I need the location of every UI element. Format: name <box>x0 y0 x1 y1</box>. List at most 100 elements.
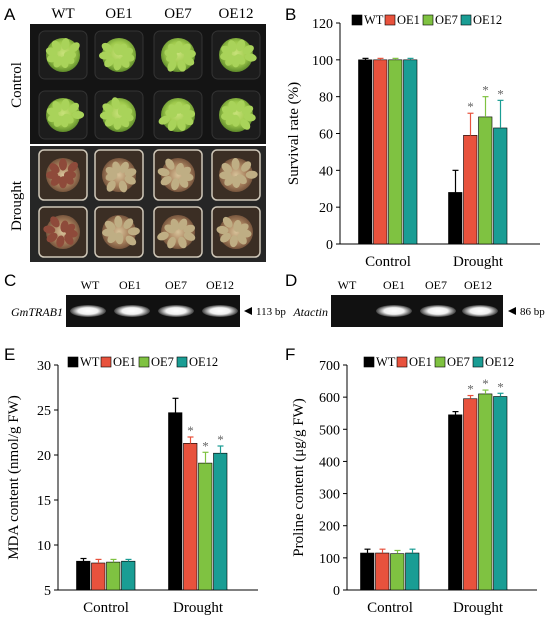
gel-band-oe1 <box>376 305 412 317</box>
leaf <box>119 116 130 128</box>
y-tick-label: 120 <box>312 17 333 32</box>
leaf <box>236 100 245 112</box>
leaf <box>229 235 238 248</box>
leaf <box>170 218 180 231</box>
y-axis-title: Proline content (μg/g FW) <box>291 398 307 556</box>
bar-oe7-drought <box>478 393 493 591</box>
bar-oe12-drought <box>493 396 508 591</box>
significance-marker: * <box>497 379 504 394</box>
gel-c-size-label: 113 bp <box>256 306 286 318</box>
y-axis-title: MDA content (nmol/g FW) <box>6 395 22 560</box>
legend-label-wt: WT <box>364 13 384 27</box>
leaf <box>56 235 65 248</box>
bar-wt-drought <box>448 414 463 591</box>
y-tick-label: 20 <box>37 449 51 464</box>
photo-col-label-oe7: OE7 <box>164 6 192 22</box>
photo-panel: WT OE1 OE7 OE12 Control Drought <box>9 6 266 262</box>
leaf <box>242 105 254 115</box>
gel-c-lane-oe7: OE7 <box>165 278 187 292</box>
y-tick-label: 30 <box>37 359 51 374</box>
bar-oe7-drought <box>478 116 493 245</box>
leaf <box>221 163 233 173</box>
bar-oe7-control <box>106 561 121 591</box>
plant-pots <box>38 30 261 258</box>
photo-row-label-drought: Drought <box>9 180 25 231</box>
gel-c-lane-oe1: OE1 <box>119 278 141 292</box>
y-tick-label: 100 <box>312 54 333 69</box>
gel-d-gene-label: Atactin <box>292 305 328 319</box>
x-category-label: Drought <box>453 254 504 270</box>
gel-panel-d: WT OE1 OE7 OE12 Atactin 86 bp <box>292 278 545 327</box>
leaf <box>124 168 137 177</box>
leaf <box>124 175 136 185</box>
leaf <box>241 161 252 172</box>
leaf <box>183 224 196 234</box>
gel-d-lane-oe12: OE12 <box>464 278 492 292</box>
leaf <box>112 161 121 174</box>
significance-marker: * <box>217 432 224 447</box>
leaf <box>46 53 59 63</box>
y-tick-label: 60 <box>319 128 333 143</box>
bar-oe12-control <box>405 552 420 591</box>
y-tick-label: 15 <box>37 494 51 509</box>
leaf <box>104 220 116 231</box>
chart-f-proline: 0 100 200 300 400 500 600 700 Proline content (μ… <box>291 355 537 616</box>
y-tick-label: 25 <box>37 404 51 419</box>
leaf <box>50 216 60 228</box>
leaf <box>182 115 194 126</box>
leaf <box>113 58 122 71</box>
leaf <box>122 53 135 62</box>
photo-col-label-oe12: OE12 <box>219 6 254 22</box>
leaf <box>157 167 170 177</box>
leaf <box>228 100 237 113</box>
gel-band-oe7 <box>420 305 456 317</box>
significance-marker: * <box>482 83 489 98</box>
leaf <box>171 178 180 191</box>
panel-letter-f: F <box>285 345 295 364</box>
leaf <box>60 56 69 69</box>
legend-swatch-oe12 <box>460 14 472 26</box>
leaf <box>237 233 247 245</box>
y-tick-label: 200 <box>319 520 340 535</box>
leaf <box>177 59 186 72</box>
significance-marker: * <box>497 86 504 101</box>
gel-c-arrow-icon <box>244 307 252 315</box>
leaf <box>157 231 169 241</box>
leaf <box>61 98 70 111</box>
bar-wt-control <box>358 59 373 245</box>
legend-label-oe12: OE12 <box>473 13 502 27</box>
leaf <box>221 111 233 121</box>
gel-c-lane-wt: WT <box>81 278 100 292</box>
leaf <box>104 57 115 68</box>
legend-label-oe7: OE7 <box>151 355 174 369</box>
x-category-label: Drought <box>173 600 224 616</box>
y-tick-label: 10 <box>37 539 51 554</box>
leaf <box>51 40 62 52</box>
leaf <box>115 232 124 245</box>
leaf <box>167 60 177 72</box>
legend-label-oe7: OE7 <box>435 13 458 27</box>
legend-swatch-oe7 <box>434 356 446 368</box>
y-tick-label: 5 <box>44 584 51 599</box>
legend-label-oe12: OE12 <box>485 355 514 369</box>
photo-col-label-wt: WT <box>51 6 74 22</box>
significance-marker: * <box>202 438 209 453</box>
bar-wt-drought <box>168 412 183 591</box>
leaf <box>167 236 176 249</box>
leaf <box>243 113 256 122</box>
leaf <box>123 218 134 229</box>
leaf <box>65 229 78 238</box>
x-category-label: Control <box>367 600 413 616</box>
y-tick-label: 600 <box>319 391 340 406</box>
bar-oe1-control <box>375 552 390 591</box>
leaf <box>183 56 195 66</box>
panel-letter-d: D <box>285 271 297 290</box>
gel-panel-c: WT OE1 OE7 OE12 GmTRAB1 113 bp <box>11 278 286 327</box>
y-tick-label: 0 <box>333 584 340 599</box>
significance-marker: * <box>467 382 474 397</box>
y-tick-label: 40 <box>319 164 333 179</box>
x-category-label: Control <box>365 254 411 270</box>
gel-c-lane-oe12: OE12 <box>206 278 234 292</box>
y-tick-label: 20 <box>319 201 333 216</box>
bar-oe1-drought <box>463 135 478 245</box>
